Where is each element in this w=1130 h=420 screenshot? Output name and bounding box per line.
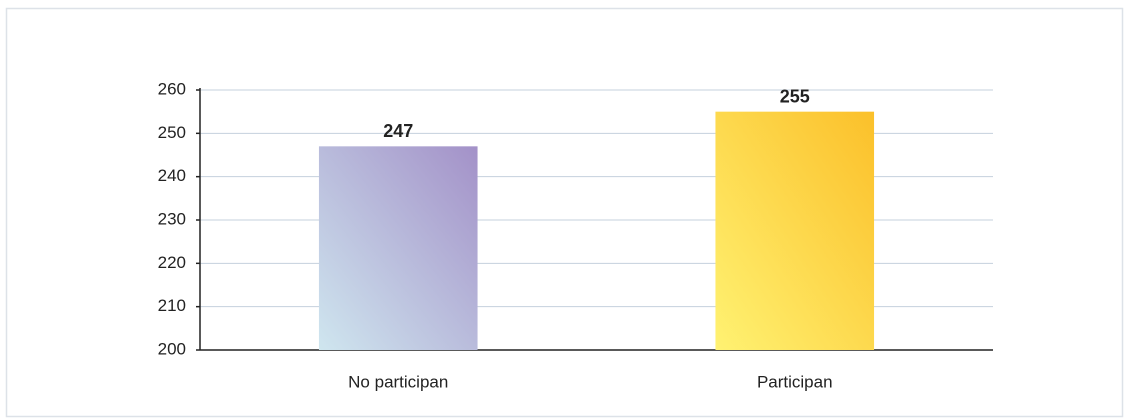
y-tick-label: 200 <box>158 339 186 358</box>
data-label: 247 <box>383 121 413 141</box>
y-tick-label: 240 <box>158 166 186 185</box>
chart-frame <box>5 7 1124 418</box>
y-tick-label: 260 <box>158 79 186 98</box>
x-tick-label: No participan <box>348 372 448 391</box>
y-tick-label: 220 <box>158 253 186 272</box>
y-tick-label: 250 <box>158 123 186 142</box>
data-label: 255 <box>780 86 810 106</box>
bar <box>318 146 478 350</box>
y-tick-label: 210 <box>158 296 186 315</box>
bar <box>715 111 875 351</box>
y-tick-label: 230 <box>158 209 186 228</box>
x-tick-label: Participan <box>757 372 833 391</box>
